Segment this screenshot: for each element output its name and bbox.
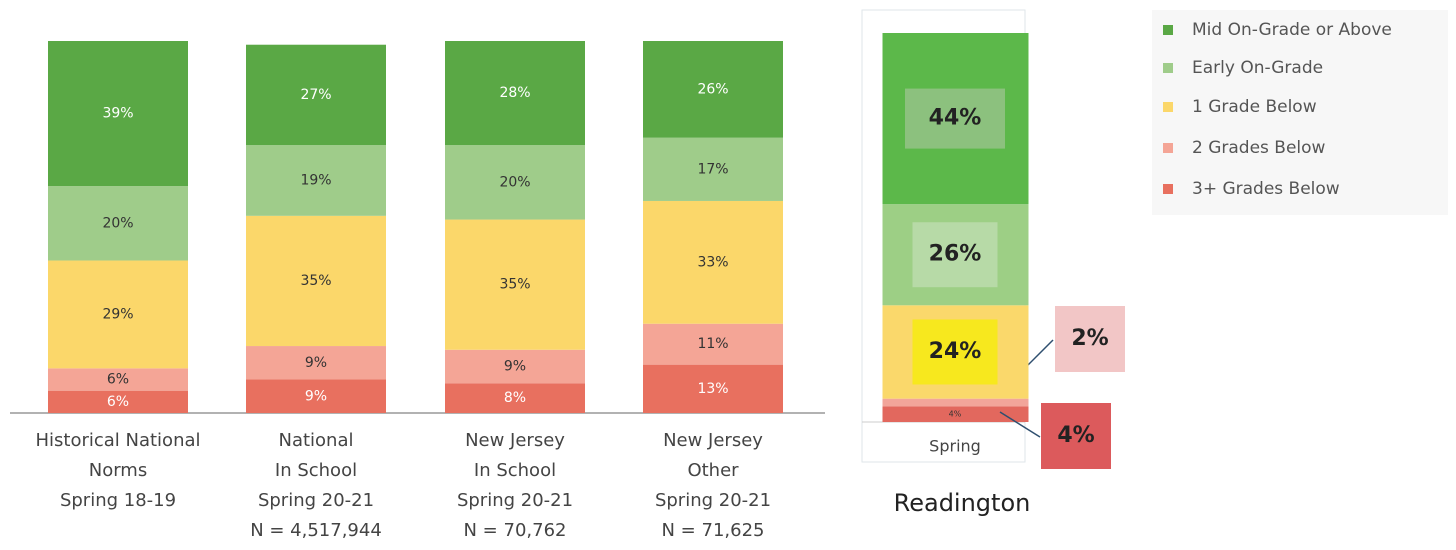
data-label: 26% [697, 81, 728, 97]
data-label: 29% [102, 306, 133, 322]
x-tick-label: Other [687, 460, 739, 481]
callout-box [905, 88, 1005, 149]
bar-segment [445, 349, 585, 384]
bar-segment [246, 215, 386, 347]
legend-label: Mid On-Grade or Above [1192, 20, 1392, 40]
x-tick-label: In School [474, 460, 556, 481]
x-tick-label: Spring [929, 437, 981, 456]
data-label: 24% [929, 339, 982, 364]
legend-swatch [1163, 63, 1173, 73]
data-label: 6% [107, 372, 129, 388]
callout-line [999, 411, 1041, 438]
x-tick-label: Spring 20-21 [655, 490, 771, 511]
data-label: 2% [1071, 326, 1108, 351]
callout-box [1055, 306, 1125, 372]
bar-segment [48, 186, 188, 261]
x-tick-label: New Jersey [465, 430, 565, 451]
x-tick-label: New Jersey [663, 430, 763, 451]
bar-segment [246, 44, 386, 146]
callout-box [1041, 403, 1111, 469]
bar-segment [882, 398, 1029, 407]
data-label: 20% [102, 215, 133, 231]
bar-segment [48, 368, 188, 391]
data-label: 9% [504, 359, 526, 375]
legend-label: 1 Grade Below [1192, 97, 1317, 117]
bar-segment [246, 145, 386, 216]
legend-swatch [1163, 184, 1173, 194]
bar-segment [445, 383, 585, 413]
data-label: 39% [102, 106, 133, 122]
data-label: 17% [697, 161, 728, 177]
data-label: 13% [697, 381, 728, 397]
callout-box [912, 222, 998, 288]
bar-segment [445, 41, 585, 146]
data-label: 19% [300, 173, 331, 189]
data-label: 8% [504, 390, 526, 406]
data-label: 4% [1057, 423, 1094, 448]
legend-swatch [1163, 143, 1173, 153]
data-label: 9% [305, 388, 327, 404]
x-tick-label: In School [275, 460, 357, 481]
data-label: 20% [499, 174, 530, 190]
legend-label: Early On-Grade [1192, 58, 1323, 78]
bar-segment [643, 323, 783, 365]
data-label: 26% [929, 242, 982, 267]
bar-segment [882, 406, 1029, 422]
data-label: 44% [929, 106, 982, 131]
x-tick-label: N = 70,762 [464, 520, 567, 541]
legend-label: 3+ Grades Below [1192, 179, 1340, 199]
data-label: 35% [499, 277, 530, 293]
data-label: 27% [300, 87, 331, 103]
x-tick-label: N = 4,517,944 [250, 520, 382, 541]
x-tick-label: Spring 18-19 [60, 490, 176, 511]
legend-swatch [1163, 102, 1173, 112]
data-label: 4% [949, 410, 962, 419]
data-label: 28% [499, 85, 530, 101]
x-tick-label: N = 71,625 [662, 520, 765, 541]
bar-segment [445, 219, 585, 350]
bar-segment [246, 379, 386, 413]
bar-segment [445, 145, 585, 220]
data-label: 35% [300, 273, 331, 289]
bar-segment [643, 41, 783, 138]
data-label: 11% [697, 336, 728, 352]
bar-segment [643, 137, 783, 201]
legend-panel [1152, 10, 1448, 215]
x-tick-label: Spring 20-21 [258, 490, 374, 511]
bar-segment [643, 200, 783, 324]
data-label: 9% [305, 355, 327, 371]
x-tick-label: National [278, 430, 353, 451]
x-tick-label: Historical National [35, 430, 200, 451]
bar-segment [643, 364, 783, 413]
chart-title: Readington [894, 489, 1031, 517]
data-label: 6% [107, 394, 129, 410]
x-tick-label: Spring 20-21 [457, 490, 573, 511]
callout-box [912, 319, 998, 385]
bar-segment [246, 346, 386, 380]
legend-label: 2 Grades Below [1192, 138, 1326, 158]
legend-swatch [1163, 25, 1173, 35]
data-label: 33% [697, 254, 728, 270]
x-tick-label: Norms [89, 460, 147, 481]
bar-segment [48, 390, 188, 413]
bar-segment [48, 260, 188, 369]
bar-segment [48, 41, 188, 187]
